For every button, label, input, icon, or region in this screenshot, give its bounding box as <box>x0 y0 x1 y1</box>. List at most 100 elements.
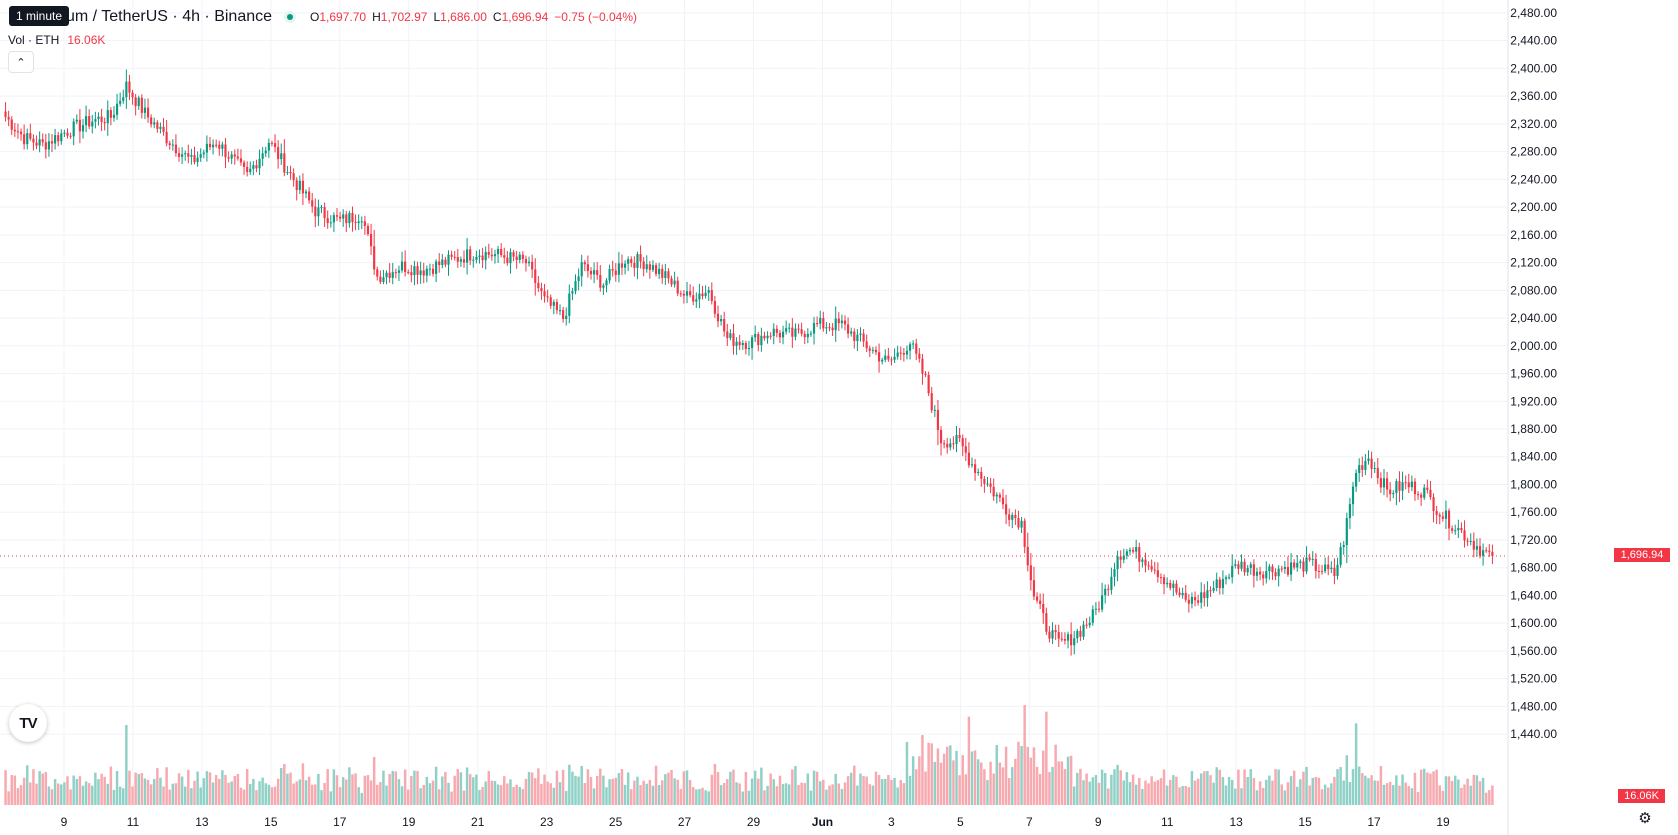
volume-bar <box>509 779 512 805</box>
candle-body <box>218 144 221 149</box>
volume-bar <box>797 784 800 805</box>
candle-body <box>809 333 813 335</box>
candle-body <box>788 327 791 329</box>
candle-body <box>1336 564 1339 576</box>
volume-bar <box>1199 773 1203 805</box>
volume-bar <box>168 789 171 805</box>
candle-body <box>1197 600 1200 603</box>
candle-body <box>38 139 41 146</box>
volume-bar <box>1122 780 1126 805</box>
candle-body <box>493 254 497 257</box>
volume-bar <box>310 784 314 805</box>
price-tick-label: 1,640.00 <box>1510 588 1557 602</box>
candle-body <box>137 97 140 107</box>
volume-bar <box>323 782 326 805</box>
volume-bar <box>1246 776 1249 805</box>
candle-body <box>1131 549 1135 552</box>
volume-bar <box>348 767 351 805</box>
volume-bar <box>871 785 875 805</box>
candle-body <box>106 110 109 124</box>
collapse-legend-button[interactable]: ⌃ <box>8 51 34 73</box>
volume-bar <box>716 772 720 805</box>
volume-bar <box>549 783 552 805</box>
volume-bar <box>1076 772 1079 805</box>
candle-body <box>1308 557 1311 560</box>
market-status-icon[interactable] <box>284 11 297 23</box>
price-tick-label: 1,480.00 <box>1510 699 1557 713</box>
gear-icon[interactable]: ⚙ <box>1638 810 1652 827</box>
volume-bar <box>1481 777 1485 805</box>
volume-bar <box>1097 782 1101 805</box>
volume-bar <box>676 779 679 805</box>
candle-body <box>812 323 816 334</box>
candle-body <box>4 111 7 118</box>
candle-body <box>952 443 955 445</box>
candle-body <box>980 472 983 479</box>
volume-bar <box>434 766 438 805</box>
candle-body <box>611 268 614 271</box>
volume-bar <box>589 777 593 805</box>
ohlc-change: −0.75 (−0.04%) <box>554 10 638 24</box>
volume-bar <box>620 769 624 805</box>
candle-body <box>1082 624 1085 637</box>
volume-bar <box>1203 771 1206 805</box>
candle-body <box>50 141 54 144</box>
candle-body <box>735 341 738 346</box>
candle-body <box>1413 481 1417 495</box>
volume-bar <box>50 789 54 805</box>
volume-bar <box>698 789 701 805</box>
candle-body <box>859 333 862 335</box>
volume-bar <box>1113 769 1116 805</box>
candle-body <box>335 215 339 217</box>
volume-bar <box>980 762 983 805</box>
candle-body <box>26 133 29 145</box>
price-tick-label: 2,200.00 <box>1510 200 1557 214</box>
candle-body <box>1395 481 1398 494</box>
candle-body <box>580 262 583 277</box>
volume-bar <box>1125 772 1129 805</box>
volume-bar <box>781 783 785 805</box>
candle-body <box>593 270 596 275</box>
volume-bar <box>1215 767 1218 805</box>
volume-bar <box>760 767 763 805</box>
candle-body <box>1447 510 1451 529</box>
volume-bar <box>180 776 184 805</box>
candle-body <box>521 254 524 259</box>
candle-body <box>382 277 385 282</box>
candle-body <box>246 166 249 173</box>
candle-body <box>661 268 664 278</box>
candle-body <box>345 214 348 224</box>
candle-body <box>949 443 952 448</box>
volume-bar <box>515 784 518 805</box>
candle-body <box>1410 481 1413 488</box>
volume-bar <box>899 780 902 805</box>
candle-body <box>66 132 69 136</box>
volume-bar <box>1023 705 1026 805</box>
volume-bar <box>695 789 698 805</box>
volume-bar <box>602 775 605 805</box>
volume-bar <box>896 787 899 805</box>
volume-bar <box>552 787 556 805</box>
candle-body <box>267 142 270 151</box>
volume-bar <box>633 780 636 805</box>
volume-bar <box>877 774 881 805</box>
symbol-title[interactable]: um / TetherUS · 4h · Binance <box>66 8 273 25</box>
candle-body <box>710 290 713 301</box>
chart-grid <box>0 0 1508 805</box>
candle-body <box>348 212 351 224</box>
candle-body <box>1039 600 1042 605</box>
candle-body <box>199 154 202 158</box>
volume-bar <box>72 775 75 805</box>
candle-body <box>1240 561 1243 569</box>
tradingview-logo-icon[interactable]: TV <box>9 704 47 742</box>
candle-body <box>242 162 246 167</box>
candle-body <box>741 343 744 346</box>
candle-body <box>273 143 277 148</box>
time-tick-label: 9 <box>1095 815 1102 829</box>
time-tick-label: 5 <box>957 815 964 829</box>
volume-bar <box>499 785 503 805</box>
candle-body <box>376 269 379 277</box>
volume-bar <box>564 791 568 805</box>
price-tick-label: 2,480.00 <box>1510 6 1557 20</box>
